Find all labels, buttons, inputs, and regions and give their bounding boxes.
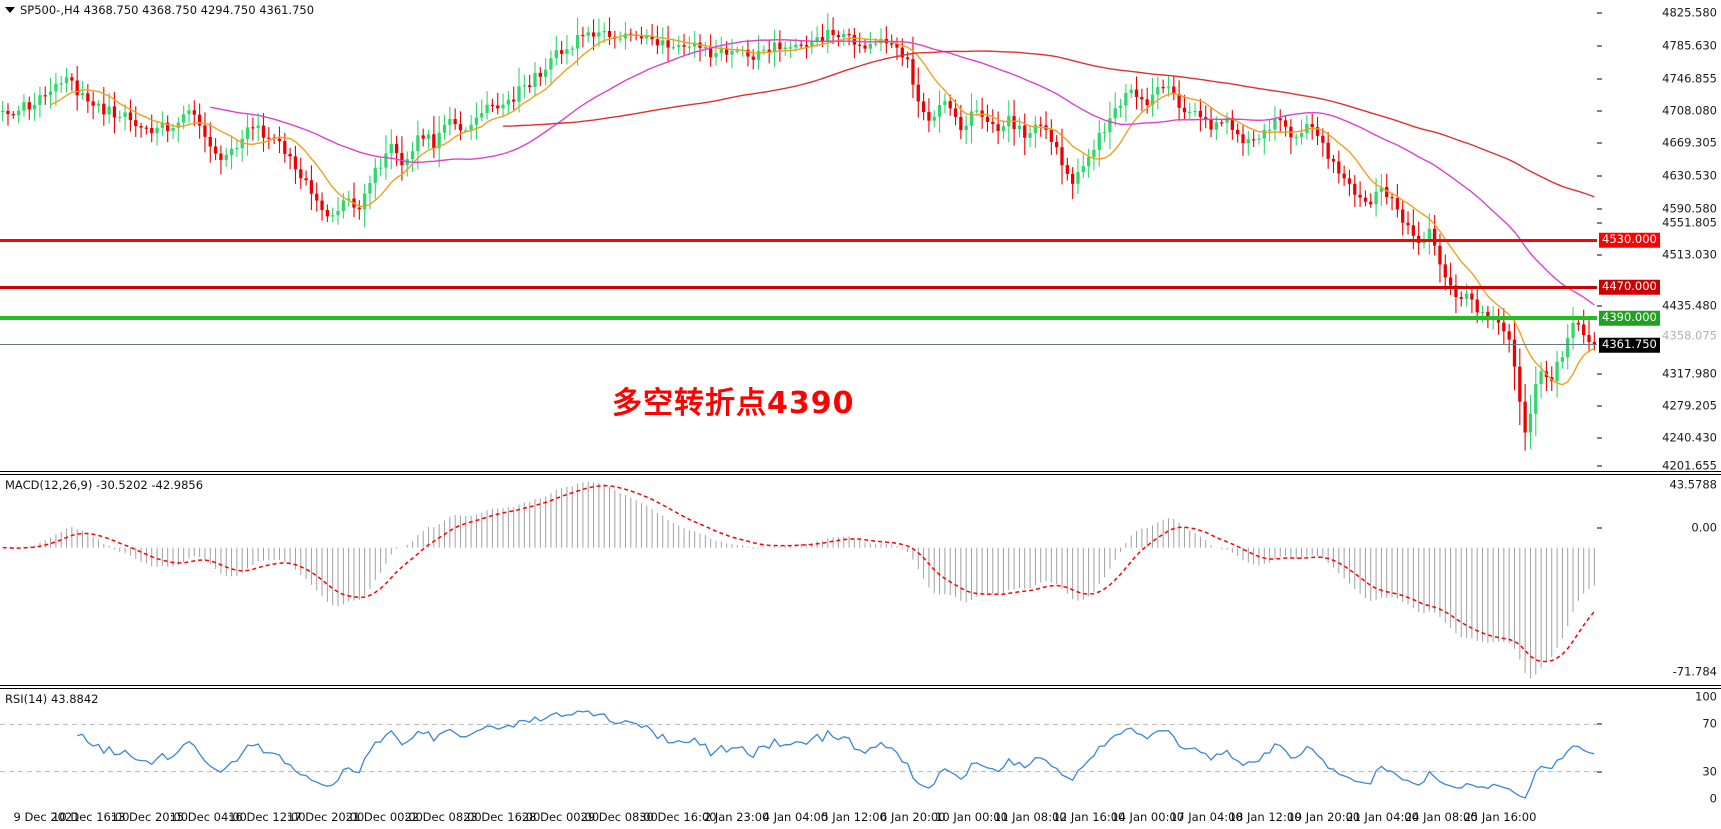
time-axis-label: 24 Jan 08:00 [1404,810,1478,824]
symbol-caption[interactable]: SP500-,H4 4368.750 4368.750 4294.750 436… [5,3,315,17]
time-axis-label: 22 Dec 08:00 [404,810,482,824]
time-axis-label: 4 Jan 04:00 [762,810,829,824]
time-axis-label: 12 Jan 16:00 [1052,810,1126,824]
macd-tick: 43.5788 [1669,477,1717,492]
chart-annotation-text: 多空转折点4390 [612,386,855,421]
macd-series [2,481,1595,679]
rsi-tick: 0 [1709,791,1717,806]
time-axis-label: 17 Dec 20:00 [286,810,365,824]
time-axis-label: 6 Jan 20:00 [880,810,946,824]
macd-panel[interactable]: 43.5788 0.00 -71.784 MACD(12,26,9) -30.5… [0,474,1721,686]
price-tick: 4358.075 [1662,328,1717,343]
price-panel[interactable]: 多空转折点4390 4825.580 4785.630 4746.855 470… [0,0,1721,472]
level-tag-4390[interactable]: 4390.000 [1599,310,1660,326]
time-axis-label: 16 Dec 12:00 [228,810,306,824]
price-tick: 4317.980 [1662,366,1717,381]
price-tick: 4825.580 [1662,5,1717,20]
rsi-tick: 70 [1702,716,1717,731]
time-axis-label: 29 Dec 08:00 [580,810,658,824]
time-axis[interactable]: 9 Dec 2021 10 Dec 16:00 13 Dec 20:00 15 Dec… [0,808,1721,829]
time-axis-label: 21 Jan 04:00 [1346,810,1419,824]
price-tick: 4785.630 [1662,38,1717,53]
symbol-caption-text: SP500-,H4 4368.750 4368.750 4294.750 436… [20,3,315,17]
rsi-plot-area[interactable] [0,689,1721,808]
rsi-caption: RSI(14) 43.8842 [5,692,99,706]
level-tag-4530[interactable]: 4530.000 [1599,232,1660,248]
macd-caption: MACD(12,26,9) -30.5202 -42.9856 [5,478,204,492]
price-candles [1,13,1596,451]
time-axis-label: 5 Jan 12:00 [821,810,887,824]
level-tag-current-price[interactable]: 4361.750 [1599,337,1660,353]
time-axis-label: 10 Jan 00:00 [935,810,1008,824]
level-line-4470 [0,286,1597,289]
rsi-series [0,710,1597,799]
price-tick: 4435.480 [1662,298,1717,313]
time-axis-label: 11 Jan 08:00 [993,810,1067,824]
price-tick: 4513.030 [1662,247,1717,262]
price-axis: 4825.580 4785.630 4746.855 4708.080 4669… [1597,0,1721,471]
time-axis-label: 17 Jan 04:00 [1169,810,1243,824]
macd-tick: 0.00 [1691,520,1717,535]
time-axis-label: 9 Dec 2021 [13,810,80,824]
rsi-axis: 100 70 30 0 [1597,689,1721,808]
macd-plot-area[interactable] [0,475,1721,685]
price-tick: 4279.205 [1662,398,1717,413]
time-axis-label: 14 Jan 00:00 [1111,810,1185,824]
time-axis-label: 2 Jan 23:00 [703,810,770,824]
price-tick: 4746.855 [1662,71,1717,86]
price-tick: 4201.655 [1662,458,1717,473]
price-tick: 4590.580 [1662,201,1717,216]
level-line-4390 [0,316,1597,320]
time-axis-label: 21 Dec 00:00 [345,810,423,824]
price-tick: 4551.805 [1662,215,1717,230]
time-axis-label: 10 Dec 16:00 [52,810,130,824]
price-line-current [0,344,1597,345]
macd-tick: -71.784 [1672,664,1717,679]
rsi-tick: 30 [1702,764,1717,779]
time-axis-label: 25 Jan 16:00 [1463,810,1537,824]
macd-axis: 43.5788 0.00 -71.784 [1597,475,1721,685]
price-tick: 4630.530 [1662,168,1717,183]
time-axis-label: 15 Dec 04:00 [169,810,247,824]
rsi-tick: 100 [1695,689,1717,704]
time-axis-label: 18 Jan 12:00 [1228,810,1302,824]
price-tick: 4708.080 [1662,103,1717,118]
time-axis-label: 19 Jan 20:00 [1287,810,1361,824]
price-tick: 4669.305 [1662,135,1717,150]
level-tag-4470[interactable]: 4470.000 [1599,279,1660,295]
rsi-panel[interactable]: 100 70 30 0 RSI(14) 43.8842 [0,688,1721,808]
price-plot-area[interactable] [0,0,1721,471]
time-axis-label: 30 Dec 16:00 [639,810,717,824]
time-axis-label: 28 Dec 00:00 [521,810,600,824]
level-line-4530 [0,239,1597,242]
time-axis-label: 23 Dec 16:00 [463,810,541,824]
triangle-down-icon[interactable] [5,6,15,13]
time-axis-label: 13 Dec 20:00 [110,810,189,824]
price-tick: 4240.430 [1662,430,1717,445]
